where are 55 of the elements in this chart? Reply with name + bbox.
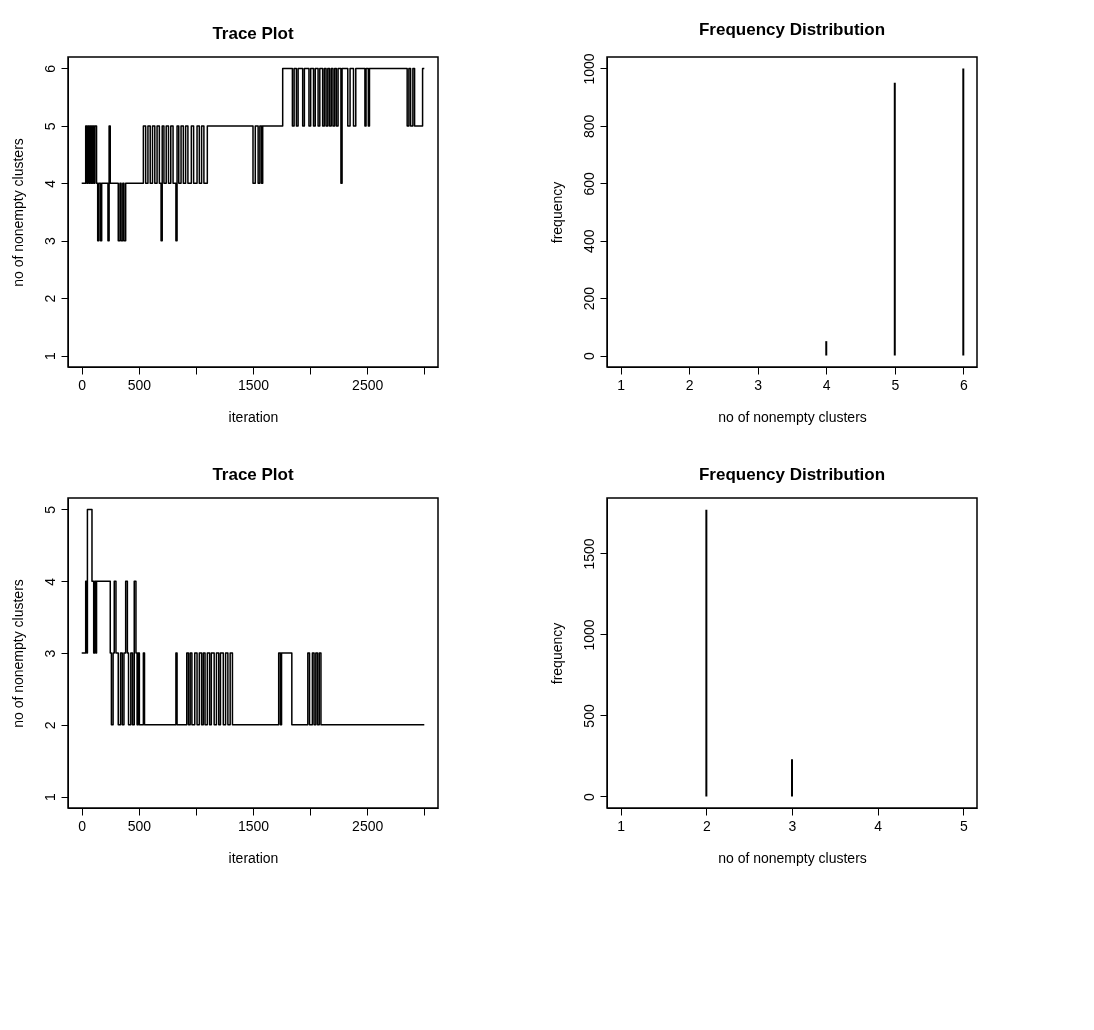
y-tick-label: 1000 bbox=[580, 53, 597, 85]
bar bbox=[962, 68, 965, 356]
y-tick-label: 0 bbox=[580, 792, 597, 801]
y-tick-label: 4 bbox=[41, 577, 58, 586]
x-tick-label: 5 bbox=[891, 376, 900, 393]
x-axis-title: iteration bbox=[228, 408, 279, 425]
x-tick-label: 1 bbox=[617, 817, 626, 834]
y-axis-title: no of nonempty clusters bbox=[9, 138, 26, 287]
x-tick-label: 4 bbox=[822, 376, 831, 393]
y-tick-label: 6 bbox=[41, 64, 58, 73]
y-tick-label: 1500 bbox=[580, 538, 597, 570]
x-tick-label: 500 bbox=[127, 376, 152, 393]
x-tick-label: 2 bbox=[702, 817, 711, 834]
bar bbox=[825, 341, 828, 356]
x-tick-label: 2 bbox=[685, 376, 694, 393]
y-tick-label: 0 bbox=[580, 351, 597, 360]
x-tick-label: 3 bbox=[788, 817, 797, 834]
y-tick-label: 2 bbox=[41, 294, 58, 303]
y-tick-label: 3 bbox=[41, 237, 58, 246]
x-tick-label: 6 bbox=[959, 376, 968, 393]
y-axis-title: frequency bbox=[548, 622, 565, 685]
y-tick-label: 1 bbox=[41, 792, 58, 801]
y-tick-label: 5 bbox=[41, 122, 58, 131]
x-axis-title: no of nonempty clusters bbox=[718, 849, 867, 866]
y-axis-title: frequency bbox=[548, 181, 565, 244]
y-tick-label: 600 bbox=[580, 171, 597, 196]
y-tick-label: 500 bbox=[580, 704, 597, 728]
x-tick-label: 0 bbox=[78, 376, 87, 393]
y-tick-label: 5 bbox=[41, 505, 58, 514]
x-tick-label: 2500 bbox=[352, 376, 384, 393]
x-tick-label: 4 bbox=[874, 817, 883, 834]
x-tick-label: 0 bbox=[78, 817, 87, 834]
chart-title: Trace Plot bbox=[212, 465, 294, 484]
y-tick-label: 200 bbox=[580, 286, 597, 311]
bar bbox=[893, 82, 896, 356]
chart-title: Frequency Distribution bbox=[698, 19, 886, 39]
y-tick-label: 400 bbox=[580, 229, 597, 253]
x-tick-label: 3 bbox=[754, 376, 763, 393]
x-tick-label: 1500 bbox=[237, 376, 270, 393]
x-axis-title: no of nonempty clusters bbox=[718, 408, 867, 425]
x-tick-label: 1500 bbox=[237, 817, 270, 834]
y-tick-label: 1 bbox=[41, 351, 58, 360]
x-tick-label: 2500 bbox=[352, 817, 384, 834]
y-tick-label: 1000 bbox=[580, 619, 597, 651]
x-tick-label: 500 bbox=[127, 817, 152, 834]
chart-title: Trace Plot bbox=[212, 24, 294, 43]
y-tick-label: 3 bbox=[41, 649, 58, 658]
y-tick-label: 4 bbox=[41, 179, 58, 188]
y-tick-label: 800 bbox=[580, 114, 597, 139]
x-axis-title: iteration bbox=[228, 849, 279, 866]
x-tick-label: 1 bbox=[617, 376, 626, 393]
chart-title: Frequency Distribution bbox=[698, 465, 886, 484]
y-axis-title: no of nonempty clusters bbox=[9, 579, 26, 728]
x-tick-label: 5 bbox=[959, 817, 968, 834]
y-tick-label: 2 bbox=[41, 721, 58, 730]
